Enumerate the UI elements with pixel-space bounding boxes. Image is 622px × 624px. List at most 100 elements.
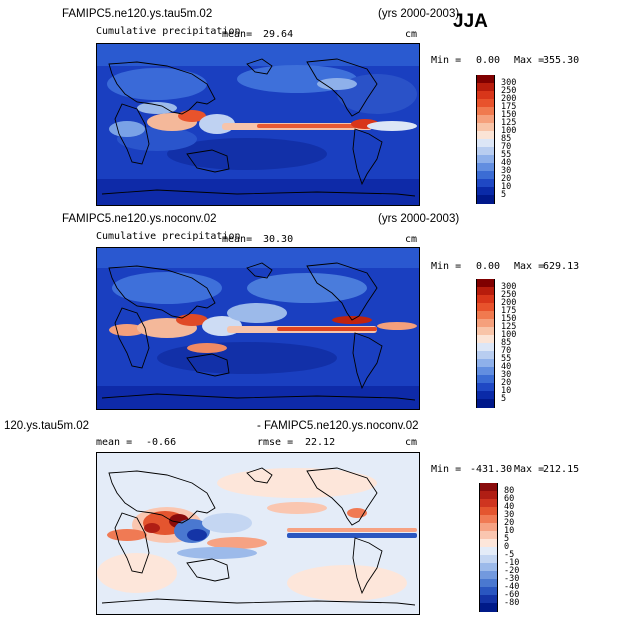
season-label: JJA [453,11,488,32]
colorbar-tick-label: 40 [504,502,515,512]
colorbar-swatch [479,603,498,612]
colorbar-swatch [476,359,495,368]
colorbar-swatch [476,123,495,132]
colorbar-swatch [476,187,495,196]
colorbar-swatch [479,539,498,548]
panel1-units: cm [405,29,418,40]
panel3-map-svg [97,453,419,614]
colorbar-tick-label: 100 [501,330,517,340]
colorbar-tick-label: 85 [501,338,512,348]
colorbar-tick-label: 150 [501,314,517,324]
panel3-case-title-left: 120.ys.tau5m.02 [4,420,90,432]
colorbar-swatch [479,579,498,588]
colorbar-swatch [476,131,495,140]
colorbar-tick-label: 0 [504,542,510,552]
panel3-units: cm [405,437,418,448]
colorbar-tick-label: 125 [501,118,517,128]
colorbar-tick-label: -80 [504,598,520,608]
colorbar-swatch [476,91,495,100]
colorbar-tick-label: -5 [504,550,515,560]
colorbar-tick-label: 70 [501,142,512,152]
panel2-min-value: 0.00 [476,261,501,272]
colorbar-swatch [476,139,495,148]
colorbar-tick-label: 10 [501,386,512,396]
colorbar-tick-label: -40 [504,582,520,592]
panel3-case-title-right: - FAMIPC5.ne120.ys.noconv.02 [257,420,419,432]
colorbar-swatch [476,319,495,328]
colorbar-swatch [479,547,498,556]
panel3-max-label: Max = [514,464,545,475]
colorbar-swatch [476,351,495,360]
colorbar-swatch [476,295,495,304]
colorbar-swatch [479,531,498,540]
colorbar-swatch [476,75,495,84]
colorbar-swatch [476,343,495,352]
colorbar-swatch [476,311,495,320]
colorbar-swatch [476,399,495,408]
colorbar-tick-label: 85 [501,134,512,144]
colorbar-swatch [479,491,498,500]
colorbar-tick-label: 100 [501,126,517,136]
colorbar-tick-label: 55 [501,354,512,364]
panel2-precip-map [96,247,420,410]
colorbar-tick-label: 20 [501,174,512,184]
colorbar-swatch [476,115,495,124]
colorbar-swatch [476,303,495,312]
colorbar-tick-label: 30 [504,510,515,520]
colorbar-swatch [476,83,495,92]
panel3-colorbar: 80 60 40 30 20 10 5 0 -5 -10 -20 -30 -40 -60 -80 [479,483,539,612]
colorbar-tick-label: 5 [501,190,507,200]
colorbar-tick-label: 175 [501,306,517,316]
colorbar-tick-label: -30 [504,574,520,584]
colorbar-tick-label: 55 [501,150,512,160]
colorbar-tick-label: 5 [504,534,510,544]
colorbar-tick-label: 80 [504,486,515,496]
colorbar-swatch [476,287,495,296]
colorbar-swatch [476,107,495,116]
panel1-max-label: Max = [514,55,545,66]
colorbar-tick-label: -10 [504,558,520,568]
panel1-case-title: FAMIPC5.ne120.ys.tau5m.02 [62,8,213,20]
colorbar-tick-label: 300 [501,78,517,88]
colorbar-swatch [479,563,498,572]
panel2-case-title: FAMIPC5.ne120.ys.noconv.02 [62,213,217,225]
panel3-rmse-value: 22.12 [305,437,336,448]
colorbar-swatch [479,515,498,524]
colorbar-tick-label: 250 [501,290,517,300]
colorbar-tick-label: 175 [501,102,517,112]
colorbar-tick-label: 40 [501,158,512,168]
panel1-min-label: Min = [431,55,462,66]
colorbar-swatch [476,99,495,108]
panel3-max-value: 212.15 [543,464,580,475]
colorbar-swatch [476,279,495,288]
panel1-colorbar: 300 250 200 175 150 125 100 85 70 55 40 30 20 10 5 [476,75,536,204]
colorbar-swatch [479,595,498,604]
panel3-difference-map [96,452,420,615]
colorbar-swatch [476,327,495,336]
colorbar-tick-label: 5 [501,394,507,404]
colorbar-swatch [476,179,495,188]
colorbar-swatch [476,147,495,156]
colorbar-swatch [476,391,495,400]
panel3-rmse-label: rmse = [257,437,294,448]
panel2-colorbar: 300 250 200 175 150 125 100 85 70 55 40 30 20 10 5 [476,279,536,408]
panel1-mean-value: 29.64 [263,29,294,40]
colorbar-tick-label: 20 [501,378,512,388]
panel3-min-label: Min = [431,464,462,475]
colorbar-tick-label: 70 [501,346,512,356]
colorbar-tick-label: 200 [501,298,517,308]
colorbar-tick-label: 10 [501,182,512,192]
colorbar-tick-label: 125 [501,322,517,332]
colorbar-tick-label: 200 [501,94,517,104]
colorbar-tick-label: -60 [504,590,520,600]
panel2-min-label: Min = [431,261,462,272]
colorbar-swatch [479,483,498,492]
colorbar-tick-label: 60 [504,494,515,504]
colorbar-swatch [476,335,495,344]
panel2-mean-label: mean= [222,234,253,245]
colorbar-swatch [479,499,498,508]
panel2-max-value: 629.13 [543,261,580,272]
colorbar-tick-label: 20 [504,518,515,528]
colorbar-swatch [479,571,498,580]
colorbar-swatch [479,523,498,532]
